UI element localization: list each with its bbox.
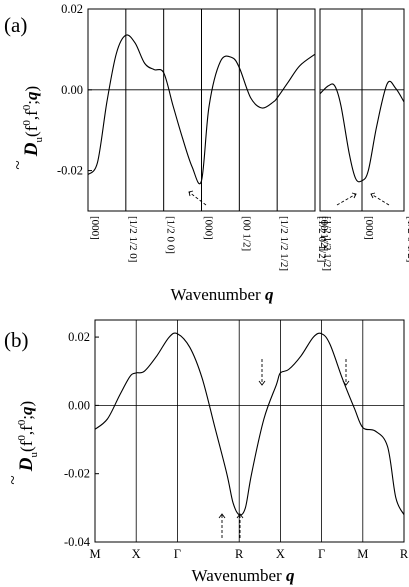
arrow-b-3-head (258, 380, 266, 386)
panel-a-x-tick-label: [000] (89, 216, 101, 240)
panel-a-x-tick-label: [1/2 0 1/2] (405, 216, 409, 262)
panel-b-y-ticks: 0.02 0.00 -0.02 -0.04 (64, 330, 99, 549)
panel-a-y-ticks: 0.02 0.00 -0.02 (57, 2, 92, 178)
panel-b-plot-area (94, 319, 405, 543)
panel-b-x-tick-label: R (235, 547, 244, 561)
svg-text:Du(f0,f0;q): Du(f0,f0;q) (16, 401, 40, 472)
panel-b-x-tick-label: Γ (174, 547, 181, 561)
panel-a-y-tick-label: 0.00 (61, 83, 83, 97)
arrow-a-3-head (370, 192, 376, 199)
panel-a: (a) 0.02 0.00 -0.02 [000] [1/2 1/2 0] [1/2 0… (4, 2, 409, 304)
panel-a-curves (87, 34, 405, 185)
panel-a-label: (a) (4, 13, 27, 37)
panel-b-y-axis-title: Du(f0,f0;q) ~ (3, 401, 40, 485)
panel-b-y-tick-label: 0.00 (68, 398, 90, 412)
panel-a-y-axis-title: Du(f0,f0;q) ~ (8, 86, 45, 170)
panel-a-x-tick-label: [00 1/2] (318, 216, 330, 251)
panel-b-y-axis-tilde: ~ (3, 475, 22, 484)
panel-a-x-tick-label: [1/2 1/2 0] (127, 216, 139, 262)
panel-a-x-tick-label: [000] (203, 216, 215, 240)
panel-b-y-tick-label: -0.02 (64, 467, 90, 481)
panel-b-x-tick-label: X (132, 547, 141, 561)
panel-b-y-tick-label: -0.04 (64, 535, 91, 549)
panel-a-curve-1 (87, 34, 316, 185)
panel-a-y-axis-tilde: ~ (8, 160, 27, 169)
arrow-a-2-head (351, 192, 357, 199)
panel-a-y-tick-label: 0.02 (61, 2, 83, 16)
arrow-b-1-head (218, 513, 226, 519)
panel-b-label: (b) (4, 328, 29, 352)
arrow-b-4-head (342, 380, 350, 386)
panel-a-x-tick-labels: [000] [1/2 1/2 0] [1/2 0 0] [000] [00 1/2] [1… (89, 216, 409, 271)
panel-a-y-tick-label: -0.02 (57, 164, 83, 178)
arrow-a-2 (336, 193, 357, 206)
panel-b-x-tick-label: X (276, 547, 285, 561)
arrow-a-1 (188, 191, 207, 206)
panel-b-curve-line (94, 332, 405, 516)
panel-b-x-axis-title: Wavenumber q (192, 566, 295, 585)
panel-b-x-tick-label: M (357, 547, 368, 561)
panel-b-arrows (218, 359, 350, 538)
panel-b-x-tick-label: Γ (318, 547, 325, 561)
panel-a-x-tick-label: [00 1/2] (240, 216, 252, 251)
panel-b: (b) 0.02 0.00 -0.02 -0.04 M X Γ R X Γ M R Wavenumb… (3, 319, 409, 585)
arrow-a-1-head (188, 190, 194, 197)
panel-a-vertical-lines (125, 9, 363, 211)
panel-a-x-tick-label: [1/2 1/2 1/2] (278, 216, 290, 271)
panel-b-y-tick-label: 0.02 (68, 330, 90, 344)
panel-a-arrows (188, 190, 390, 206)
panel-a-x-tick-label: [1/2 0 1/2] (316, 216, 328, 262)
panel-b-vertical-lines (135, 320, 364, 542)
arrow-b-2-head (236, 513, 244, 519)
panel-a-curve-2 (319, 80, 405, 183)
panel-a-x-tick-label: [1/2 0 0] (165, 216, 177, 254)
arrow-a-3 (370, 193, 390, 206)
panel-b-x-tick-label: M (89, 547, 100, 561)
panel-a-x-tick-label: [000] (363, 216, 375, 240)
panel-b-x-tick-label: R (400, 547, 409, 561)
panel-b-curve (94, 332, 405, 516)
panel-a-x-axis-title: Wavenumber q (171, 285, 274, 304)
svg-text:Du(f0,f0;q): Du(f0,f0;q) (21, 86, 45, 157)
panel-a-x-tick-label: [1/2 1/2 1/2] (321, 216, 333, 271)
